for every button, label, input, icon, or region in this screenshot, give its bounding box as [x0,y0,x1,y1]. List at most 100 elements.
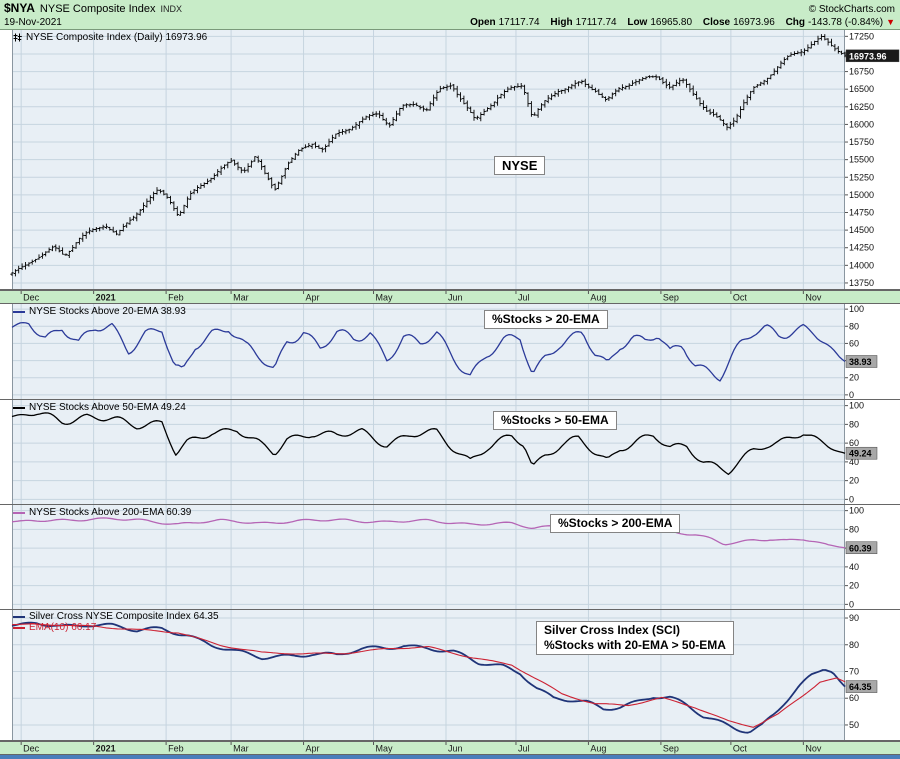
p20-legend: NYSE Stocks Above 20-EMA 38.93 [13,306,186,317]
header-left: $NYA NYSE Composite Index INDX [4,1,182,16]
svg-text:15750: 15750 [849,137,874,147]
svg-text:16973.96: 16973.96 [849,51,887,61]
month-axis-bottom: Dec 2021 Feb Mar Apr May Jun Jul Aug Sep Oct Nov [0,741,900,755]
svg-text:Dec: Dec [23,744,40,754]
p200-legend: NYSE Stocks Above 200-EMA 60.39 [13,507,191,518]
svg-text:60: 60 [849,693,859,703]
svg-text:20: 20 [849,476,859,486]
annotation-pct20: %Stocks > 20-EMA [484,310,608,329]
svg-text:20: 20 [849,373,859,383]
svg-text:0: 0 [849,390,854,400]
pct-above-20ema-panel: NYSE Stocks Above 20-EMA 38.93 020406080… [0,304,900,400]
svg-text:20: 20 [849,581,859,591]
svg-text:Apr: Apr [306,744,320,754]
svg-text:15500: 15500 [849,155,874,165]
month-axis-canvas: Dec 2021 Feb Mar Apr May Jun Jul Aug Sep Oct Nov [20,291,822,303]
svg-text:80: 80 [849,640,859,650]
svg-text:100: 100 [849,304,864,314]
svg-text:Oct: Oct [733,293,748,303]
svg-text:Dec: Dec [23,293,40,303]
high-value: 17117.74 [575,17,617,28]
svg-text:16000: 16000 [849,119,874,129]
svg-text:80: 80 [849,419,859,429]
svg-text:16500: 16500 [849,84,874,94]
svg-text:Jun: Jun [448,744,463,754]
p20-chart-canvas: 02040608010038.93 [0,304,900,400]
pct-above-50ema-panel: NYSE Stocks Above 50-EMA 49.24 0 20 40 60 80… [0,400,900,505]
copyright: © StockCharts.com [808,4,895,15]
sci-ema-label: EMA(10) 66.17 [29,622,97,633]
svg-text:Nov: Nov [805,293,822,303]
p50-legend: NYSE Stocks Above 50-EMA 49.24 [13,402,186,413]
svg-text:2021: 2021 [96,744,116,754]
svg-text:15250: 15250 [849,172,874,182]
svg-text:14500: 14500 [849,225,874,235]
svg-text:May: May [376,293,394,303]
p200-label: NYSE Stocks Above 200-EMA 60.39 [29,507,192,518]
svg-text:Jul: Jul [518,744,530,754]
quote-date: 19-Nov-2021 [4,17,62,28]
silver-cross-panel: Silver Cross NYSE Composite Index 64.35 … [0,610,900,741]
svg-text:13750: 13750 [849,278,874,288]
p20-label: NYSE Stocks Above 20-EMA 38.93 [29,306,186,317]
svg-text:14750: 14750 [849,207,874,217]
svg-text:Sep: Sep [663,293,679,303]
svg-text:90: 90 [849,613,859,623]
index-name: NYSE Composite Index [39,3,156,15]
exchange-tag: INDX [160,4,182,14]
svg-text:2021: 2021 [96,293,116,303]
open-label: Open [470,17,496,28]
svg-text:Mar: Mar [233,293,249,303]
price-panel-legend: NYSE Composite Index (Daily) 16973.96 [13,32,207,43]
svg-text:Nov: Nov [805,744,822,754]
close-label: Close [702,17,731,28]
p200-line-swatch [13,511,25,514]
annotation-pct50: %Stocks > 50-EMA [493,411,617,430]
svg-text:0: 0 [849,494,854,504]
svg-text:80: 80 [849,524,859,534]
svg-text:60: 60 [849,438,859,448]
chg-label: Chg [785,17,806,28]
svg-text:0: 0 [849,599,854,609]
svg-text:Apr: Apr [306,293,320,303]
svg-text:14000: 14000 [849,260,874,270]
svg-text:100: 100 [849,401,864,411]
header-row-2: 19-Nov-2021 Open 17117.74 High 17117.74 Lo… [4,15,895,29]
annotation-pct200: %Stocks > 200-EMA [550,514,681,533]
price-panel: NYSE Composite Index (Daily) 16973.96 13… [0,30,900,290]
month-axis-canvas: Dec 2021 Feb Mar Apr May Jun Jul Aug Sep Oct Nov [20,742,822,754]
price-panel-title: NYSE Composite Index (Daily) 16973.96 [26,32,208,43]
quote-line: Open 17117.74 High 17117.74 Low 16965.80 Cl… [462,15,895,30]
svg-text:60: 60 [849,338,859,348]
p50-label: NYSE Stocks Above 50-EMA 49.24 [29,402,186,413]
annotation-sci-line1: Silver Cross Index (SCI) [544,623,681,637]
sci-chart-canvas: 50 60 70 80 90 64.35 [0,610,900,741]
svg-text:70: 70 [849,666,859,676]
svg-text:May: May [376,744,394,754]
svg-text:16250: 16250 [849,102,874,112]
svg-text:40: 40 [849,562,859,572]
sci-legend-2: EMA(10) 66.17 [13,622,96,633]
bottom-border-bar [0,755,900,759]
p200-chart-canvas: 02040608010060.39 [0,505,900,610]
svg-text:100: 100 [849,506,864,516]
pct-above-200ema-panel: NYSE Stocks Above 200-EMA 60.39 02040608… [0,505,900,610]
svg-text:Sep: Sep [663,744,679,754]
svg-text:64.35: 64.35 [849,682,872,692]
svg-text:Oct: Oct [733,744,748,754]
svg-text:Aug: Aug [590,293,606,303]
symbol: $NYA [4,1,35,15]
p50-line-swatch [13,406,25,409]
svg-text:50: 50 [849,720,859,730]
svg-text:38.93: 38.93 [849,357,872,367]
svg-text:Feb: Feb [168,293,184,303]
p50-chart-canvas: 0 20 40 60 80 100 49.24 [0,400,900,505]
annotation-nyse: NYSE [494,156,546,175]
low-label: Low [627,17,648,28]
chart-style-icon [13,33,22,42]
sci-line-swatch [13,615,25,618]
chart-header: $NYA NYSE Composite Index INDX © StockChar… [0,0,900,30]
close-value: 16973.96 [733,17,775,28]
svg-text:16750: 16750 [849,67,874,77]
